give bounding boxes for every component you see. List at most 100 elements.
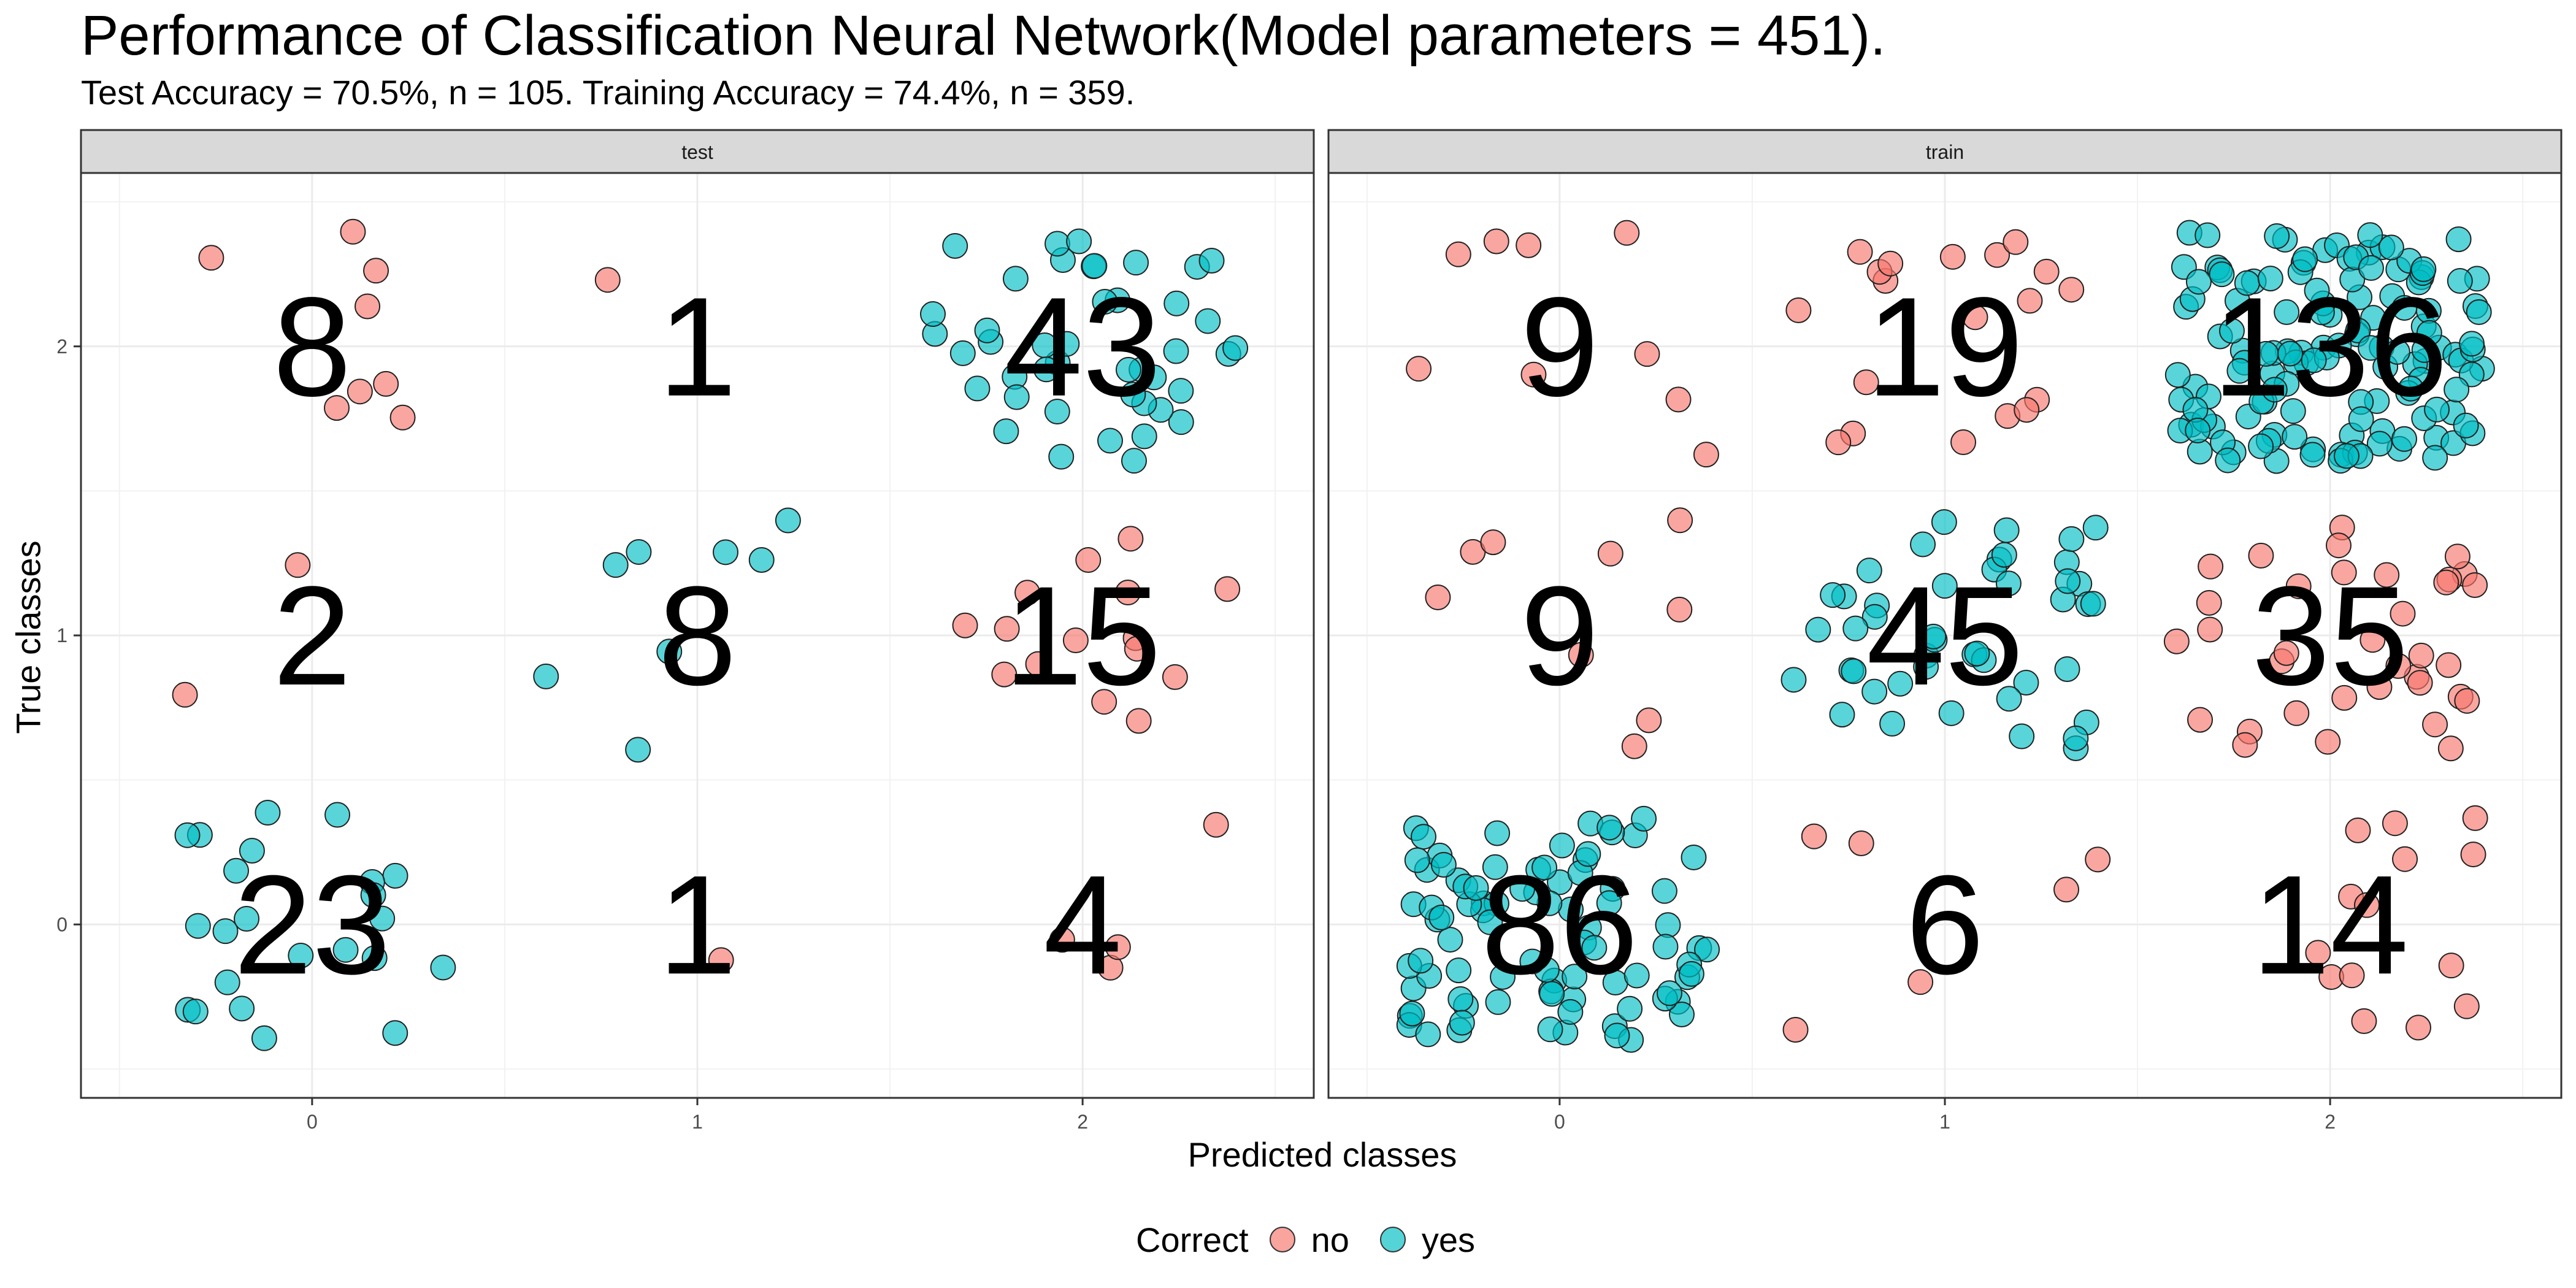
data-point-test-pred0-true2 (355, 293, 381, 320)
data-point-test-pred0-true0 (382, 1020, 408, 1046)
data-point-test-pred2-true1 (1114, 580, 1141, 606)
data-point-test-pred2-true2 (1097, 427, 1123, 454)
data-point-train-pred2-true1 (2283, 700, 2310, 726)
data-point-train-pred1-true0 (2085, 846, 2111, 873)
data-point-train-pred0-true2 (1520, 361, 1547, 388)
count-label-test-pred0-true0: 23 (234, 846, 391, 1003)
data-point-train-pred0-true0 (1484, 820, 1511, 846)
data-point-test-pred2-true1 (1124, 635, 1150, 662)
data-point-train-pred1-true1 (2009, 723, 2035, 749)
data-point-train-pred1-true1 (1861, 678, 1888, 705)
data-point-test-pred2-true2 (1222, 335, 1249, 361)
data-point-test-pred2-true2 (1092, 288, 1118, 315)
count-label-test-pred2-true1: 15 (1004, 557, 1161, 715)
data-point-train-pred2-true2 (2378, 234, 2404, 261)
data-point-train-pred1-true2 (2014, 397, 2040, 423)
data-point-test-pred2-true0 (1105, 934, 1131, 960)
data-point-train-pred0-true1 (1597, 540, 1623, 567)
data-point-train-pred2-true2 (2274, 299, 2300, 325)
data-point-train-pred1-true1 (1805, 616, 1831, 643)
count-label-test-pred1-true1: 8 (658, 557, 737, 715)
data-point-train-pred1-true1 (1781, 667, 1807, 693)
legend-item-no: no (1269, 1220, 1349, 1260)
data-point-train-pred2-true0 (2453, 993, 2480, 1019)
data-point-train-pred1-true1 (1931, 573, 1958, 599)
data-point-train-pred2-true2 (2416, 320, 2442, 346)
data-point-train-pred2-true1 (2454, 688, 2480, 714)
data-point-train-pred0-true0 (1631, 805, 1657, 832)
data-point-test-pred2-true1 (1162, 664, 1188, 690)
data-point-train-pred2-true2 (2422, 445, 2448, 471)
data-point-train-pred2-true1 (2436, 652, 2462, 678)
data-point-train-pred2-true1 (2187, 707, 2214, 733)
data-point-test-pred2-true2 (1044, 399, 1070, 425)
data-point-test-pred2-true2 (1081, 253, 1108, 279)
data-point-train-pred1-true1 (1993, 517, 2020, 543)
data-point-train-pred1-true2 (1939, 243, 1966, 270)
legend: Correct no yes (1136, 1218, 1506, 1261)
data-point-train-pred2-true2 (2299, 442, 2326, 468)
data-point-train-pred0-true0 (1482, 854, 1508, 880)
data-point-train-pred0-true1 (1621, 733, 1647, 759)
y-tick-label: 0 (56, 913, 67, 935)
data-point-test-pred0-true0 (369, 905, 396, 932)
data-point-test-pred0-true0 (229, 995, 255, 1022)
data-point-train-pred2-true0 (2392, 846, 2418, 872)
data-point-test-pred0-true0 (251, 1025, 277, 1051)
data-point-train-pred2-true1 (2408, 642, 2434, 669)
chart-title: Performance of Classification Neural Net… (81, 4, 1886, 67)
data-point-test-pred0-true2 (198, 245, 224, 271)
data-point-train-pred1-true2 (1984, 242, 2011, 268)
data-point-train-pred2-true1 (2198, 553, 2224, 580)
data-point-train-pred1-true0 (1907, 969, 1934, 995)
data-point-train-pred2-true2 (2391, 426, 2417, 452)
data-point-train-pred1-true1 (1910, 531, 1936, 558)
data-point-train-pred0-true0 (1463, 875, 1489, 901)
data-point-test-pred2-true1 (952, 612, 978, 638)
data-point-train-pred1-true1 (1995, 570, 2022, 597)
x-tick-label-test: 0 (307, 1111, 318, 1133)
data-point-test-pred2-true2 (1002, 266, 1029, 292)
data-point-test-pred1-true1 (713, 539, 739, 565)
data-point-train-pred2-true0 (2351, 1008, 2377, 1034)
data-point-test-pred2-true2 (974, 317, 1000, 343)
data-point-train-pred0-true2 (1665, 386, 1692, 413)
data-point-train-pred1-true2 (1877, 250, 1904, 277)
count-label-train-pred2-true0: 14 (2252, 846, 2409, 1003)
data-point-test-pred2-true2 (1003, 384, 1030, 410)
data-point-train-pred0-true2 (1516, 232, 1542, 258)
x-tick-label-train: 0 (1554, 1111, 1565, 1133)
count-label-test-pred1-true0: 1 (658, 846, 737, 1003)
data-point-train-pred0-true0 (1549, 832, 1575, 859)
facet-strip-train (1327, 129, 2563, 174)
data-point-train-pred1-true2 (2033, 258, 2060, 285)
data-point-train-pred2-true1 (2359, 627, 2386, 653)
data-point-train-pred2-true1 (2437, 735, 2464, 762)
data-point-train-pred0-true0 (1537, 1016, 1563, 1043)
data-point-train-pred1-true1 (1991, 542, 2017, 568)
data-point-train-pred2-true1 (2315, 729, 2341, 755)
data-point-test-pred0-true2 (324, 395, 350, 421)
data-point-train-pred0-true2 (1483, 228, 1509, 255)
data-point-test-pred2-true2 (1048, 443, 1075, 470)
data-point-test-pred0-true0 (212, 918, 239, 945)
data-point-train-pred2-true2 (2333, 443, 2359, 469)
y-axis-label: True classes (9, 540, 48, 734)
data-point-test-pred2-true1 (991, 661, 1018, 688)
data-point-train-pred0-true0 (1449, 1010, 1475, 1036)
chart-subtitle: Test Accuracy = 70.5%, n = 105. Training… (81, 73, 1135, 112)
data-point-test-pred0-true2 (340, 218, 366, 245)
count-label-test-pred2-true2: 43 (1004, 268, 1161, 426)
data-point-train-pred2-true0 (2382, 810, 2408, 837)
data-point-test-pred1-true1 (748, 547, 775, 573)
data-point-test-pred2-true2 (1168, 378, 1194, 404)
data-point-test-pred2-true1 (1117, 526, 1144, 552)
count-label-test-pred1-true2: 1 (658, 268, 737, 426)
data-point-train-pred0-true2 (1445, 241, 1471, 267)
data-point-train-pred2-true1 (2407, 670, 2433, 696)
y-tick-label: 1 (56, 624, 67, 646)
data-point-test-pred2-true2 (993, 418, 1019, 445)
data-point-train-pred2-true2 (2466, 299, 2492, 325)
data-point-train-pred0-true0 (1415, 1021, 1441, 1048)
count-label-train-pred0-true2: 9 (1520, 268, 1599, 426)
